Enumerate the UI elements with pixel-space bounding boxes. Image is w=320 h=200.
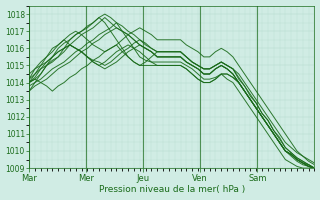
X-axis label: Pression niveau de la mer( hPa ): Pression niveau de la mer( hPa )	[99, 185, 245, 194]
